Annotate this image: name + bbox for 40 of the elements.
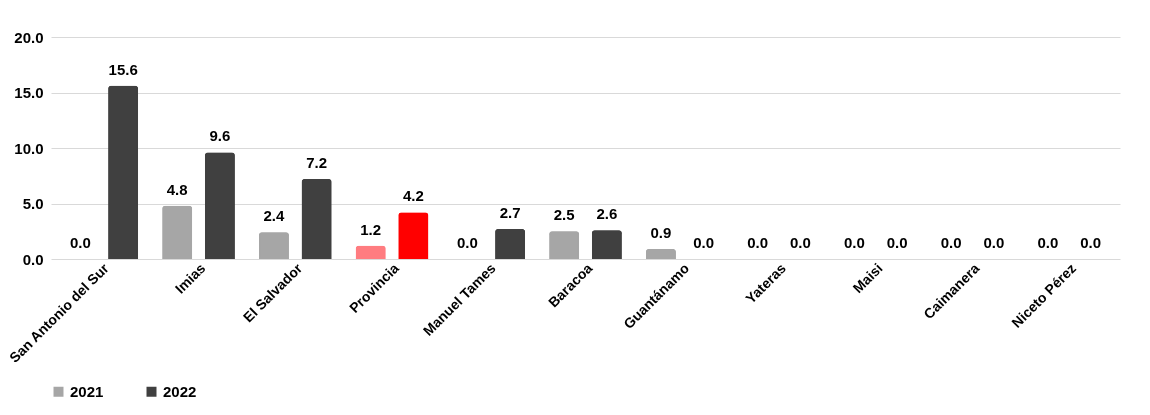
y-tick-label: 15.0 <box>14 84 44 101</box>
data-label: 2.6 <box>596 205 618 223</box>
bar <box>204 152 235 259</box>
data-label: 4.2 <box>402 187 424 205</box>
data-label: 2.4 <box>263 207 286 225</box>
bar <box>301 179 332 259</box>
data-label: 0.0 <box>940 234 962 251</box>
bar <box>259 232 289 259</box>
data-label: 0.0 <box>747 234 769 251</box>
data-label: 0.0 <box>1037 234 1059 251</box>
data-label: 2.5 <box>553 206 575 224</box>
data-label: 7.2 <box>306 154 328 172</box>
bar <box>645 249 676 259</box>
bar <box>108 85 139 259</box>
data-label: 0.0 <box>693 234 715 251</box>
y-tick-label: 0.0 <box>22 250 44 268</box>
data-label: 4.8 <box>166 180 188 198</box>
legend-label: 2022 <box>163 382 197 400</box>
data-label: 0.0 <box>886 234 908 251</box>
data-label: 0.9 <box>650 224 672 242</box>
data-label: 0.0 <box>70 234 91 251</box>
bar <box>591 230 622 259</box>
bar <box>162 205 193 259</box>
data-label: 0.0 <box>1080 234 1101 251</box>
data-label: 0.0 <box>843 234 865 251</box>
bar <box>355 245 386 259</box>
data-label: 0.0 <box>789 234 811 251</box>
data-label: 9.6 <box>209 127 231 145</box>
bar <box>549 231 580 259</box>
bar <box>398 212 429 259</box>
y-tick-label: 10.0 <box>14 139 44 157</box>
bar <box>495 229 526 259</box>
y-tick-label: 5.0 <box>22 195 44 212</box>
data-label: 15.6 <box>108 60 138 78</box>
data-label: 2.7 <box>499 204 521 222</box>
data-label: 1.2 <box>360 220 382 238</box>
y-tick-label: 20.0 <box>14 28 44 46</box>
data-label: 0.0 <box>456 234 478 251</box>
data-label: 0.0 <box>983 234 1005 251</box>
legend-label: 2021 <box>70 382 104 400</box>
